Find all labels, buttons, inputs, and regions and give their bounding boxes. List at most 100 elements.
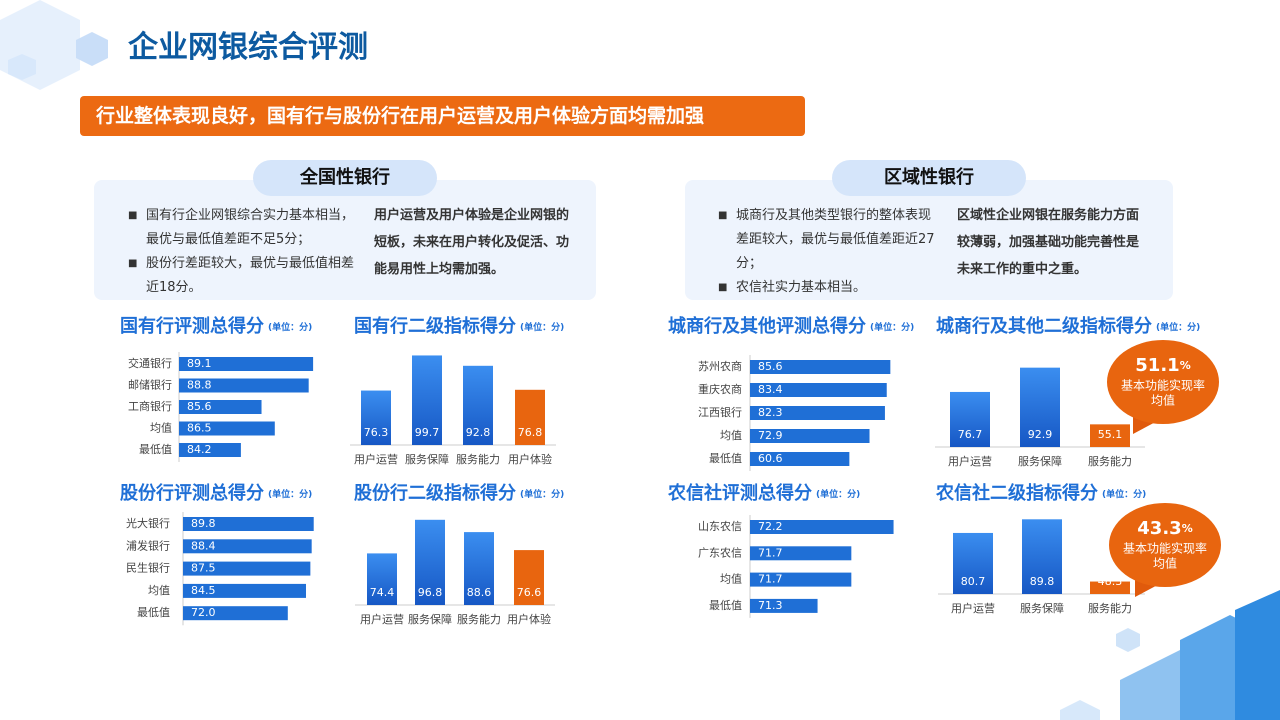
unit-label: (单位：分) <box>1102 488 1146 500</box>
callout-unit: % <box>1180 359 1191 372</box>
value-label: 76.3 <box>364 426 389 439</box>
category-label: 用户体验 <box>508 452 552 466</box>
value-label: 48.3 <box>1098 575 1123 588</box>
category-label: 服务能力 <box>457 612 501 626</box>
category-label: 用户运营 <box>948 454 992 468</box>
bullet: 国有行企业网银综合实力基本相当，最优与最低值差距不足5分； <box>128 204 358 252</box>
value-label: 85.6 <box>758 360 783 373</box>
value-label: 55.1 <box>1098 428 1123 441</box>
bar <box>750 572 852 587</box>
bar <box>1090 581 1130 594</box>
value-label: 72.0 <box>191 606 216 619</box>
category-label: 交通银行 <box>128 356 172 370</box>
bar <box>179 421 275 436</box>
category-label: 均值 <box>148 584 170 597</box>
chart-title-text: 股份行二级指标得分 <box>353 482 516 504</box>
callout <box>1107 340 1219 424</box>
callout-unit: % <box>1182 522 1193 535</box>
bar <box>179 378 309 393</box>
category-label: 服务保障 <box>408 612 452 626</box>
value-label: 72.9 <box>758 429 783 442</box>
callout-text: 基本功能实现率 <box>1121 378 1205 393</box>
summary: 用户运营及用户体验是企业网银的短板，未来在用户转化及促活、功能易用性上均需加强。 <box>374 208 570 277</box>
category-label: 服务保障 <box>405 452 449 466</box>
callout-text: 均值 <box>1151 393 1175 408</box>
unit-label: (单位：分) <box>520 488 564 500</box>
value-label: 89.8 <box>191 517 216 530</box>
value-label: 83.4 <box>758 383 783 396</box>
bar <box>1020 367 1060 447</box>
bar <box>1090 424 1130 447</box>
bullets: 城商行及其他类型银行的整体表现差距较大，最优与最低值差距近27分； 农信社实力基… <box>718 204 940 300</box>
category-label: 江西银行 <box>698 405 742 419</box>
bullet: 农信社实力基本相当。 <box>718 276 940 300</box>
bar <box>415 519 445 605</box>
category-label: 用户运营 <box>354 452 398 466</box>
value-label: 92.9 <box>1028 428 1053 441</box>
value-label: 89.1 <box>187 357 212 370</box>
callout <box>1109 503 1221 587</box>
bar <box>750 429 870 443</box>
bar <box>361 390 391 445</box>
bar <box>514 550 544 605</box>
chart-title-text: 国有行评测总得分 <box>120 315 264 337</box>
value-label: 92.8 <box>466 426 491 439</box>
callout-number: 51.1 <box>1135 355 1179 376</box>
callout-value: 43.3% <box>1137 518 1192 539</box>
bar <box>953 532 993 594</box>
value-label: 89.8 <box>1030 575 1055 588</box>
unit-label: (单位：分) <box>870 321 914 333</box>
bar <box>950 391 990 447</box>
category-label: 苏州农商 <box>698 359 742 373</box>
chart-title: 股份行评测总得分 (单位：分) <box>119 482 312 504</box>
category-label: 均值 <box>720 573 742 586</box>
value-label: 85.6 <box>187 400 212 413</box>
chart-title-text: 农信社二级指标得分 <box>935 482 1098 504</box>
category-label: 重庆农商 <box>698 382 742 396</box>
banner: 行业整体表现良好，国有行与股份行在用户运营及用户体验方面均需加强 <box>80 96 805 136</box>
value-label: 84.5 <box>191 584 216 597</box>
bullet: 城商行及其他类型银行的整体表现差距较大，最优与最低值差距近27分； <box>718 204 940 276</box>
category-label: 服务能力 <box>1088 601 1132 615</box>
unit-label: (单位：分) <box>268 488 312 500</box>
bar <box>750 383 887 397</box>
value-label: 76.7 <box>958 428 983 441</box>
bar <box>179 400 262 414</box>
value-label: 99.7 <box>415 426 440 439</box>
value-label: 71.3 <box>758 599 783 612</box>
category-label: 最低值 <box>139 443 172 456</box>
category-label: 光大银行 <box>126 516 170 530</box>
chart-title-text: 股份行评测总得分 <box>119 482 264 504</box>
bar <box>1022 519 1062 594</box>
unit-label: (单位：分) <box>268 321 312 333</box>
value-label: 72.2 <box>758 520 783 533</box>
chart-title-text: 城商行及其他评测总得分 <box>668 315 866 337</box>
category-label: 服务保障 <box>1018 454 1062 468</box>
value-label: 82.3 <box>758 406 783 419</box>
bar <box>183 517 314 531</box>
bar <box>750 598 818 613</box>
category-label: 用户体验 <box>507 612 551 626</box>
value-label: 60.6 <box>758 452 783 465</box>
summary: 区域性企业网银在服务能力方面较薄弱，加强基础功能完善性是未来工作的重中之重。 <box>957 208 1140 277</box>
panel-tab: 区域性银行 <box>832 160 1026 196</box>
category-label: 服务能力 <box>1088 454 1132 468</box>
category-label: 均值 <box>150 422 172 435</box>
category-label: 均值 <box>720 429 742 442</box>
bar <box>750 520 894 534</box>
unit-label: (单位：分) <box>816 488 860 500</box>
chart-title: 农信社二级指标得分 (单位：分) <box>935 482 1146 504</box>
bar <box>750 406 885 420</box>
bar <box>464 532 494 605</box>
bar <box>750 452 850 466</box>
category-label: 广东农信 <box>698 545 742 559</box>
chart-title: 农信社评测总得分 (单位：分) <box>667 482 860 504</box>
page-title: 企业网银综合评测 <box>128 30 368 65</box>
panel-tab: 全国性银行 <box>253 160 437 196</box>
chart-title: 国有行评测总得分 (单位：分) <box>120 315 312 337</box>
unit-label: (单位：分) <box>1156 321 1200 333</box>
bar <box>183 606 288 621</box>
